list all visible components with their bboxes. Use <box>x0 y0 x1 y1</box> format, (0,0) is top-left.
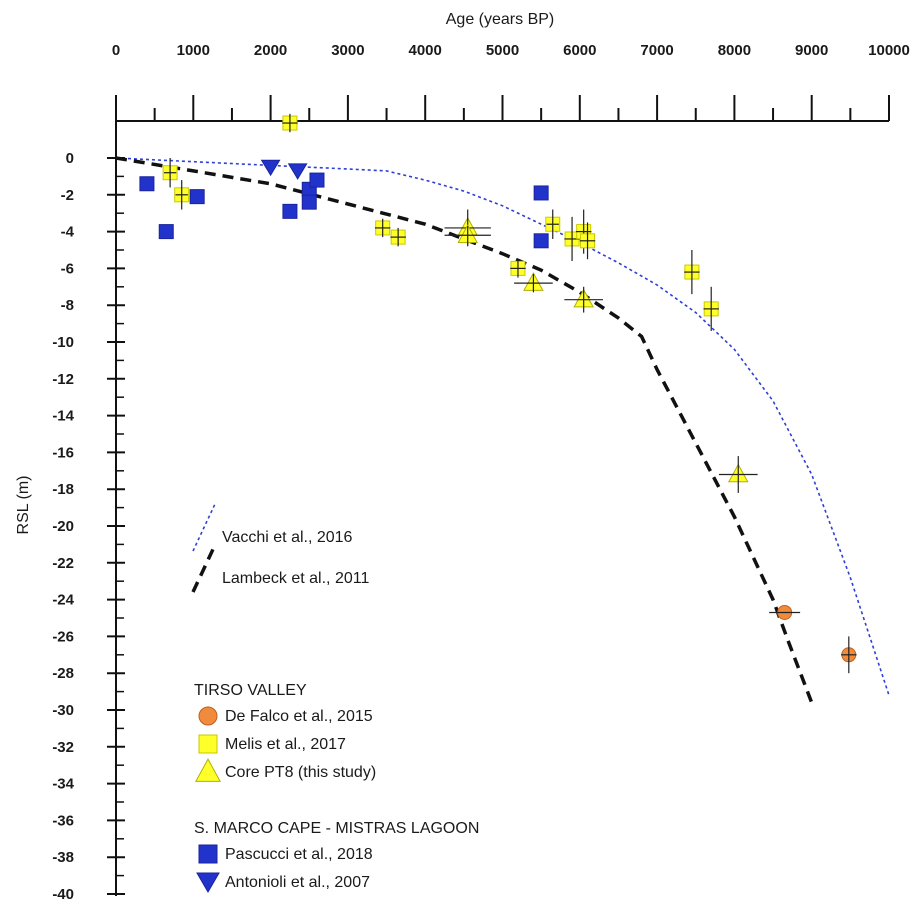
legend-curve-label: Vacchi et al., 2016 <box>222 529 353 546</box>
legend-marker <box>195 758 221 782</box>
legend-entry-label: Melis et al., 2017 <box>225 736 346 753</box>
y-tick-label: -4 <box>61 224 75 241</box>
pascucci-et-al-2018-point <box>189 189 205 205</box>
pascucci-et-al-2018-point <box>301 194 317 210</box>
x-tick-label: 7000 <box>640 42 673 59</box>
y-tick-label: -34 <box>52 776 74 793</box>
x-tick-label: 3000 <box>331 42 364 59</box>
legend-marker <box>198 706 218 726</box>
model-curves <box>115 156 890 704</box>
legend-marker <box>198 844 218 864</box>
legend-entry-label: De Falco et al., 2015 <box>225 708 373 725</box>
y-tick-label: -8 <box>61 297 74 314</box>
x-tick-label: 8000 <box>718 42 751 59</box>
y-tick-label: -28 <box>52 665 74 682</box>
legend-group-title: S. MARCO CAPE - MISTRAS LAGOON <box>194 820 479 837</box>
x-axis-title: Age (years BP) <box>446 11 554 28</box>
x-tick-label: 6000 <box>563 42 596 59</box>
y-tick-label: -30 <box>52 702 74 719</box>
legend-entry-label: Antonioli et al., 2007 <box>225 874 370 891</box>
antonioli-et-al-2007-point <box>260 159 281 177</box>
y-tick-label: -12 <box>52 371 74 388</box>
y-tick-label: -6 <box>61 260 74 277</box>
x-tick-label: 1000 <box>177 42 210 59</box>
y-axis-ticks: 0 -2 -4 -6 -8 -10 -12 -14 -16 -18 -20 -22 -24 -26 -28 -… <box>52 121 125 903</box>
x-tick-label: 0 <box>112 42 120 59</box>
pascucci-et-al-2018-point <box>139 176 155 192</box>
x-tick-label: 10000 <box>868 42 910 59</box>
y-tick-label: -14 <box>52 408 74 425</box>
vacchi-2016-curve <box>115 157 890 696</box>
legend-marker <box>198 734 218 754</box>
pascucci-et-al-2018-point <box>158 224 174 240</box>
data-points <box>139 113 857 674</box>
y-tick-label: -26 <box>52 628 74 645</box>
legend-group-title: TIRSO VALLEY <box>194 682 307 699</box>
x-tick-label: 5000 <box>486 42 519 59</box>
y-tick-label: -16 <box>52 444 74 461</box>
y-tick-label: -22 <box>52 555 74 572</box>
pascucci-et-al-2018-point <box>533 233 549 249</box>
y-tick-label: 0 <box>66 150 74 167</box>
x-tick-label: 9000 <box>795 42 828 59</box>
legend-marker <box>196 872 220 893</box>
legend-entry-label: Pascucci et al., 2018 <box>225 846 373 863</box>
pascucci-et-al-2018-point <box>533 185 549 201</box>
y-tick-label: -32 <box>52 739 74 756</box>
y-tick-label: -36 <box>52 812 74 829</box>
antonioli-et-al-2007-point <box>287 163 308 180</box>
y-tick-label: -20 <box>52 518 74 535</box>
y-tick-label: -18 <box>52 481 74 498</box>
y-tick-label: -10 <box>52 334 74 351</box>
legend-curve-sample <box>192 503 216 552</box>
pascucci-et-al-2018-point <box>282 203 298 219</box>
x-axis: Age (years BP) 0 1000 2000 3000 4000 5000 6000… <box>112 11 910 122</box>
y-tick-label: -40 <box>52 886 74 903</box>
legend-entry-label: Core PT8 (this study) <box>225 764 376 781</box>
pascucci-et-al-2018-point <box>309 172 325 188</box>
y-axis: RSL (m) 0 -2 -4 -6 -8 -10 -12 -14 -16 -18 -20 -22 -2… <box>15 121 125 903</box>
y-axis-title: RSL (m) <box>15 476 32 535</box>
x-tick-label: 4000 <box>409 42 442 59</box>
legend: Vacchi et al., 2016 Lambeck et al., 2011 T… <box>191 503 479 893</box>
x-tick-label: 2000 <box>254 42 287 59</box>
legend-curve-sample <box>191 544 217 593</box>
y-tick-label: -2 <box>61 187 74 204</box>
x-axis-ticks: 0 1000 2000 3000 4000 5000 6000 7000 8000 9000 100… <box>112 42 910 122</box>
y-tick-label: -38 <box>52 849 74 866</box>
y-tick-label: -24 <box>52 592 74 609</box>
legend-curve-label: Lambeck et al., 2011 <box>222 570 369 587</box>
